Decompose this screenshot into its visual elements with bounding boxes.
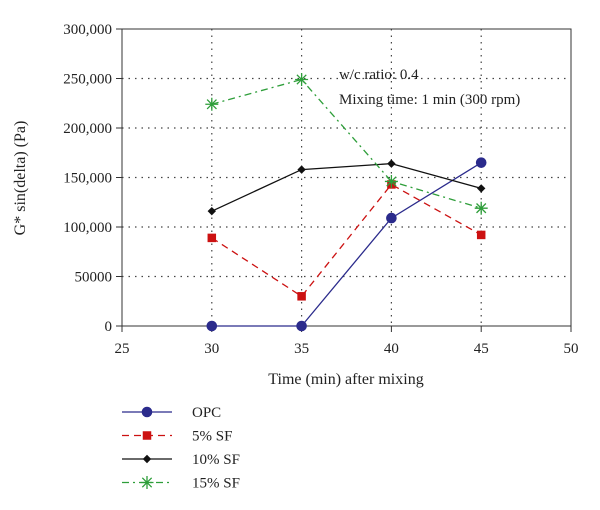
data-point-10-sf: [297, 165, 306, 174]
data-point-15-sf: [384, 174, 398, 188]
data-point-5-sf: [476, 230, 486, 240]
data-point-opc: [386, 212, 397, 224]
data-point-10-sf: [477, 184, 486, 193]
x-tick-label: 45: [474, 341, 489, 357]
legend-label: OPC: [192, 405, 221, 421]
series-line-5-sf: [211, 183, 482, 298]
legend-label: 10% SF: [192, 452, 240, 468]
axis-ticks: 25 30 35 40 45 50 0 50000 100,000 150,000 200,000 2…: [63, 22, 578, 357]
legend-item-opc: OPC: [122, 405, 221, 421]
legend: OPC 5% SF 10% SF 15% SF: [122, 405, 240, 492]
y-tick-label: 200,000: [63, 121, 112, 137]
legend-label: 15% SF: [192, 476, 240, 492]
series-5-sf: [207, 180, 486, 301]
annotation-wc-ratio: w/c ratio: 0.4: [339, 67, 419, 83]
data-point-10-sf: [207, 206, 216, 216]
data-point-5-sf: [207, 233, 217, 243]
series-10-sf: [207, 159, 486, 216]
data-point-15-sf: [295, 72, 309, 86]
y-tick-label: 250,000: [63, 72, 112, 88]
legend-label: 5% SF: [192, 429, 232, 445]
gridlines: [122, 29, 571, 326]
legend-item-10-sf: 10% SF: [122, 452, 240, 468]
legend-marker: [142, 431, 152, 440]
legend-marker: [142, 454, 152, 464]
series-layer: [205, 72, 488, 332]
data-point-opc: [296, 320, 307, 332]
x-tick-label: 50: [564, 341, 579, 357]
series-line-15-sf: [211, 78, 482, 209]
x-tick-label: 35: [294, 341, 309, 357]
x-axis-title: Time (min) after mixing: [268, 371, 423, 388]
legend-item-15-sf: 15% SF: [122, 476, 240, 492]
legend-marker: [140, 476, 154, 489]
y-tick-label: 300,000: [63, 22, 112, 38]
data-point-15-sf: [474, 201, 488, 215]
y-tick-label: 150,000: [63, 171, 112, 187]
series-line-10-sf: [211, 162, 482, 212]
x-tick-label: 40: [384, 341, 399, 357]
x-tick-label: 30: [204, 341, 219, 357]
y-axis-title: G* sin(delta) (Pa): [12, 121, 29, 236]
series-line-opc: [211, 162, 482, 327]
y-tick-label: 0: [105, 319, 113, 335]
y-tick-label: 100,000: [63, 220, 112, 236]
legend-marker: [141, 406, 153, 418]
data-point-5-sf: [297, 292, 306, 301]
x-tick-label: 25: [115, 341, 130, 357]
data-point-opc: [206, 320, 218, 332]
annotation-mixing-time: Mixing time: 1 min (300 rpm): [339, 92, 520, 108]
data-point-10-sf: [387, 159, 396, 168]
y-tick-label: 50000: [75, 270, 113, 286]
data-point-opc: [475, 157, 487, 168]
data-point-15-sf: [205, 97, 219, 111]
series-opc: [206, 157, 487, 332]
legend-item-5-sf: 5% SF: [122, 429, 232, 445]
series-15-sf: [205, 72, 488, 215]
